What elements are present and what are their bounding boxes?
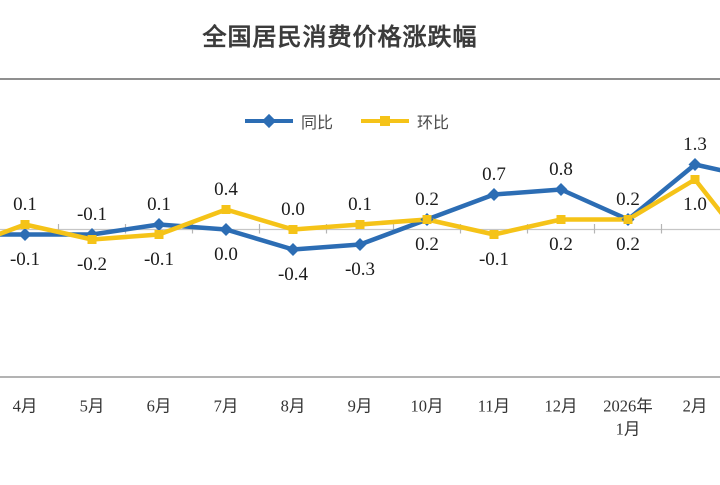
data-label: -0.2 xyxy=(77,254,107,275)
x-axis-label: 2月 xyxy=(683,397,708,416)
data-point-marker-环比 xyxy=(154,230,164,239)
x-axis-label: 7月 xyxy=(214,397,239,416)
data-point-marker-同比 xyxy=(688,158,702,171)
data-label: -0.1 xyxy=(144,249,174,270)
chart-legend: 同比 环比 xyxy=(245,109,449,133)
data-label: 1.3 xyxy=(683,134,707,155)
data-label: -0.1 xyxy=(10,249,40,270)
legend-item-tongbi: 同比 xyxy=(245,109,333,133)
data-point-marker-同比 xyxy=(487,188,501,201)
data-label: 0.8 xyxy=(549,159,573,180)
x-axis-label: 6月 xyxy=(147,397,172,416)
data-label: 0.7 xyxy=(482,164,506,185)
data-label: 0.0 xyxy=(281,199,305,220)
x-axis-label: 5月 xyxy=(80,397,105,416)
data-point-marker-同比 xyxy=(152,218,166,231)
data-label: 0.2 xyxy=(616,234,640,255)
huanbi-line-swatch xyxy=(361,110,410,132)
x-axis-label: 2026年 xyxy=(603,397,653,416)
data-point-marker-同比 xyxy=(286,243,300,256)
data-label: -0.3 xyxy=(345,259,375,280)
tongbi-diamond-icon xyxy=(261,113,277,129)
data-point-marker-环比 xyxy=(556,215,566,224)
data-point-marker-环比 xyxy=(489,230,499,239)
data-point-marker-环比 xyxy=(355,220,365,229)
data-label: 0.4 xyxy=(214,179,238,200)
data-label: -0.4 xyxy=(278,264,309,285)
legend-label-huanbi: 环比 xyxy=(417,115,450,132)
x-axis-label: 11月 xyxy=(478,397,510,416)
data-label: 0.2 xyxy=(415,234,439,255)
tongbi-line-swatch xyxy=(245,110,293,132)
data-point-marker-同比 xyxy=(353,238,367,251)
data-label: 0.2 xyxy=(415,189,439,210)
x-axis-label: 1月 xyxy=(616,420,641,439)
x-axis-label: 4月 xyxy=(13,397,38,416)
data-point-marker-环比 xyxy=(690,175,700,184)
x-axis-label: 10月 xyxy=(411,397,444,416)
chart-title: 全国居民消费价格涨跌幅 xyxy=(202,24,478,51)
data-point-marker-同比 xyxy=(219,223,233,236)
data-point-marker-环比 xyxy=(623,215,633,224)
data-label: 0.1 xyxy=(13,194,37,215)
data-point-marker-环比 xyxy=(288,225,298,234)
data-label: 0.1 xyxy=(147,194,171,215)
data-label: 0.2 xyxy=(549,234,573,255)
data-label: 1.0 xyxy=(683,194,707,215)
data-point-marker-环比 xyxy=(221,205,231,214)
data-label: 0.2 xyxy=(616,189,640,210)
data-label: 0.1 xyxy=(348,194,372,215)
data-label: -0.1 xyxy=(479,249,509,270)
legend-label-tongbi: 同比 xyxy=(301,115,334,132)
data-point-marker-同比 xyxy=(554,183,568,196)
data-point-marker-环比 xyxy=(422,215,432,224)
huanbi-square-icon xyxy=(380,116,391,126)
x-axis-label: 12月 xyxy=(545,397,578,416)
data-point-marker-环比 xyxy=(87,235,97,244)
data-point-marker-同比 xyxy=(18,228,32,241)
x-axis-label: 9月 xyxy=(348,397,373,416)
data-label: -0.1 xyxy=(77,204,107,225)
x-axis-label: 8月 xyxy=(281,397,306,416)
data-point-marker-环比 xyxy=(20,220,30,229)
data-label: 0.0 xyxy=(214,244,238,265)
legend-item-huanbi: 环比 xyxy=(361,109,449,133)
